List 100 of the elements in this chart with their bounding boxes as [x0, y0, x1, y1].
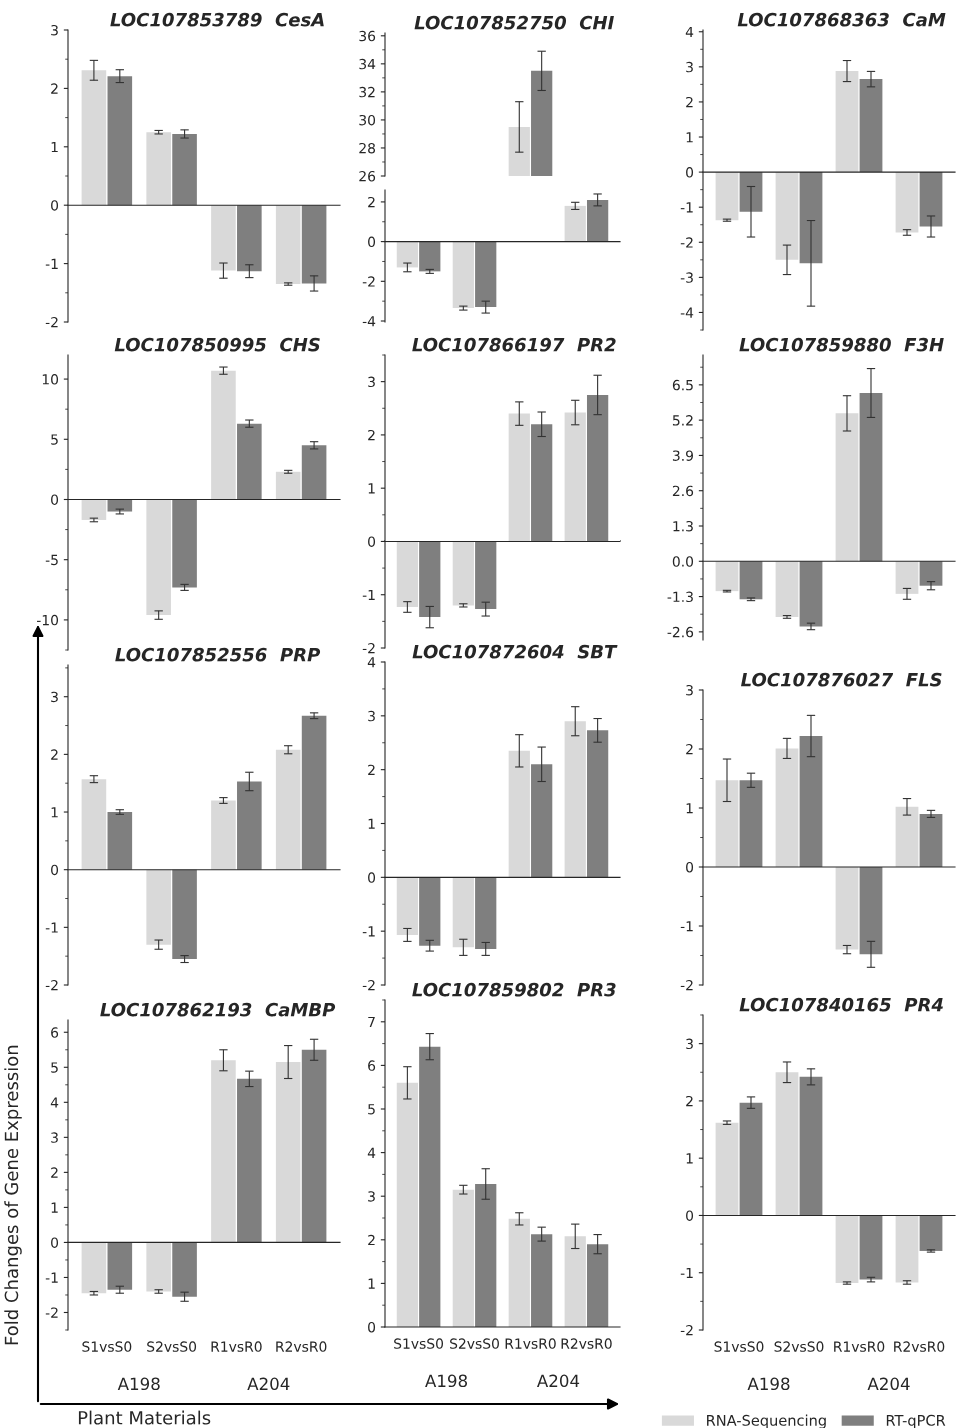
y-tick-label: 1: [686, 1153, 693, 1164]
chart-title: LOC107840165 PR4: [739, 997, 943, 1012]
y-tick-label: -4: [362, 316, 376, 327]
y-tick-label: 1: [686, 803, 693, 814]
x-tick-label: R1vsR0: [505, 1338, 556, 1349]
y-tick-label: 3: [686, 1038, 693, 1050]
text: A198: [747, 1377, 790, 1391]
y-tick-label: 2: [51, 749, 58, 760]
bar: [531, 424, 553, 542]
bar: [799, 736, 823, 867]
chart-title: LOC107866197 PR2: [412, 337, 616, 352]
y-tick-label: 1: [51, 141, 58, 153]
y-tick-label: 0: [368, 536, 376, 547]
bar: [452, 541, 474, 606]
bar: [859, 393, 883, 562]
bar: [146, 869, 171, 945]
chart-title: LOC107872604 SBT: [412, 644, 618, 659]
x-tick-label: S1vsS0: [394, 1338, 444, 1349]
bar: [172, 869, 197, 960]
text: A204: [536, 1374, 580, 1388]
y-tick-label: 6: [368, 1060, 376, 1071]
bar: [586, 199, 609, 242]
y-tick-label: 6.5: [672, 379, 693, 391]
y-tick-label: 5: [51, 1062, 58, 1073]
y-tick-label: 3: [686, 61, 693, 73]
y-tick-label: 4: [685, 26, 694, 38]
bar: [919, 1215, 943, 1251]
y-tick-label: 2: [686, 96, 693, 108]
y-axis-title: Fold Changes of Gene Expression: [4, 1045, 22, 1345]
bar: [564, 205, 586, 242]
x-tick-label: S2vsS0: [774, 1341, 824, 1352]
y-tick-label: -1: [45, 922, 58, 933]
bar: [715, 561, 739, 592]
bar: [775, 172, 799, 260]
bar: [419, 1046, 441, 1327]
y-tick-label: 1.3: [673, 520, 693, 532]
y-tick-label: -2.6: [667, 626, 694, 638]
bar: [146, 499, 171, 616]
y-tick-label: 2: [368, 764, 375, 775]
bar: [895, 806, 919, 867]
bar: [586, 394, 609, 542]
y-tick-label: -1: [45, 258, 58, 269]
x-tick-label: S2vsS0: [450, 1338, 499, 1349]
bar: [531, 764, 553, 878]
bar: [301, 715, 327, 870]
x-tick-label: R2vsR0: [561, 1338, 612, 1349]
bar: [895, 561, 919, 594]
x-tick-label: S2vsS0: [147, 1341, 197, 1352]
y-tick-label: 1: [368, 483, 375, 494]
bar: [835, 867, 859, 950]
y-tick-label: -2: [45, 979, 58, 991]
y-tick-label: 6: [51, 1027, 59, 1038]
bar: [237, 781, 262, 870]
bar: [81, 70, 107, 206]
y-tick-label: 3: [686, 684, 693, 696]
bar: [508, 750, 530, 878]
bar: [275, 749, 301, 870]
y-tick-label: 2: [368, 429, 375, 441]
bar: [211, 370, 236, 500]
bar: [172, 133, 197, 206]
bar: [275, 205, 301, 285]
bar: [452, 241, 474, 309]
bar: [564, 1236, 586, 1327]
y-tick-label: 0: [51, 200, 59, 211]
y-tick-label: -1: [362, 589, 375, 600]
bar: [301, 205, 327, 284]
y-tick-label: 4: [367, 657, 376, 668]
y-tick-label: 0: [686, 167, 694, 178]
bar: [715, 780, 739, 867]
bar: [211, 205, 236, 271]
bar: [275, 1062, 301, 1243]
bar: [81, 779, 107, 870]
bar: [396, 541, 419, 607]
bar: [739, 780, 763, 867]
legend-label: RNA-Sequencing: [707, 1414, 826, 1428]
chart-title: LOC107868363 CaM: [737, 12, 946, 27]
bar: [739, 1102, 763, 1216]
bar: [81, 499, 107, 520]
x-tick-label: R2vsR0: [276, 1341, 327, 1352]
bar: [715, 1122, 739, 1216]
bar: [419, 877, 441, 946]
bar: [775, 1072, 799, 1216]
chart-title: LOC107859802 PR3: [412, 982, 616, 997]
bar: [452, 1189, 474, 1327]
y-tick-label: 4: [50, 1097, 59, 1108]
bar: [531, 1234, 553, 1327]
y-tick-label: 1: [51, 1202, 58, 1213]
bar: [859, 79, 883, 173]
y-tick-label: 2: [51, 1167, 58, 1178]
y-tick-label: -2: [45, 1307, 58, 1318]
chart-title: LOC107852556 PRP: [115, 647, 321, 662]
bar: [396, 1082, 419, 1327]
chart-title: LOC107853789 CesA: [110, 12, 324, 27]
y-tick-label: 7: [368, 1016, 375, 1028]
bar: [564, 721, 586, 878]
y-tick-label: -1: [680, 202, 693, 213]
bar: [895, 172, 919, 233]
y-tick-label: -5: [45, 554, 58, 566]
y-tick-label: 2: [686, 1095, 693, 1107]
y-tick-label: 34: [359, 58, 376, 70]
